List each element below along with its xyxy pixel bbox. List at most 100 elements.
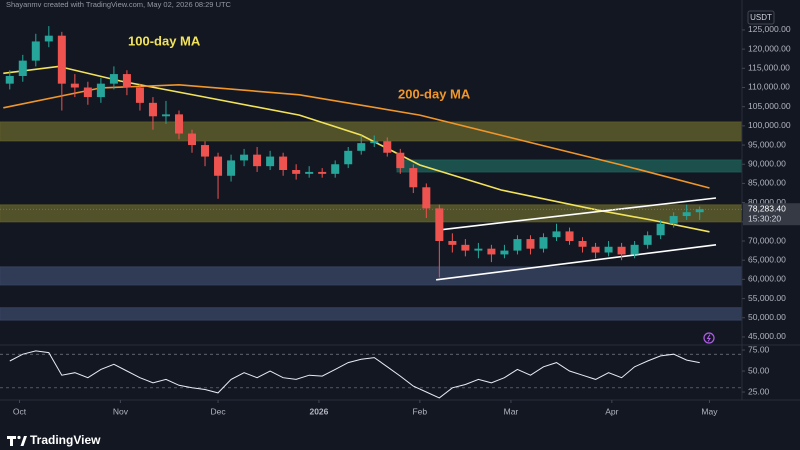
y-tick-label: 60,000.00 <box>748 274 786 284</box>
candle-body <box>448 241 457 245</box>
candle-body <box>344 150 353 165</box>
candle-body <box>539 237 548 249</box>
header: Shayanmv created with TradingView.com, M… <box>6 0 232 9</box>
x-tick-label: Feb <box>412 406 427 416</box>
y-tick-label: 55,000.00 <box>748 293 786 303</box>
countdown-label: 15:30:20 <box>748 213 781 223</box>
candle-body <box>513 239 522 251</box>
candle-body <box>292 170 301 174</box>
candle-body <box>396 152 405 169</box>
y-tick-label: 85,000.00 <box>748 178 786 188</box>
y-tick-label: 75.00 <box>748 344 770 354</box>
candle-body <box>5 75 14 84</box>
candle-body <box>578 241 587 247</box>
y-tick-label: 50.00 <box>748 365 770 375</box>
y-tick-label: 120,000.00 <box>748 43 791 53</box>
y-tick-label: 90,000.00 <box>748 158 786 168</box>
y-tick-label: 95,000.00 <box>748 139 786 149</box>
logo-dot <box>17 435 21 440</box>
ma-label: 200-day MA <box>398 86 471 101</box>
y-tick-label: 80,000.00 <box>748 197 786 207</box>
candle-body <box>135 87 144 103</box>
x-tick-label: Nov <box>113 406 129 416</box>
trendline <box>436 244 717 281</box>
zones <box>0 121 743 321</box>
x-tick-label: May <box>701 406 718 416</box>
candle-body <box>643 235 652 245</box>
rsi-line <box>9 350 700 399</box>
candle-body <box>461 244 470 251</box>
candle-body <box>656 223 665 236</box>
candle-body <box>695 209 704 213</box>
y-tick-label: 100,000.00 <box>748 120 791 130</box>
y-tick-label: 125,000.00 <box>748 24 791 34</box>
axes: 45,000.00 50,000.00 55,000.00 60,000.00 65,0… <box>0 0 800 416</box>
candle-body <box>148 102 157 117</box>
candle-body <box>331 164 340 174</box>
y-tick-label: 105,000.00 <box>748 101 791 111</box>
candle-body <box>161 114 170 117</box>
candle-body <box>435 208 444 242</box>
candle-body <box>214 156 223 176</box>
alert-icon-bolt <box>706 334 711 342</box>
candle-body <box>70 83 79 88</box>
candle-body <box>617 246 626 255</box>
candle-body <box>44 35 53 42</box>
candle-body <box>18 60 27 76</box>
candle-body <box>591 246 600 253</box>
candle-body <box>487 248 496 255</box>
zone <box>0 121 743 142</box>
candle-body <box>682 212 691 217</box>
last-price-box <box>743 203 800 226</box>
y-tick-label: 110,000.00 <box>748 82 790 92</box>
zone <box>396 159 743 173</box>
logo-t <box>7 436 16 446</box>
x-tick-label: Apr <box>605 406 618 416</box>
candle-body <box>253 154 262 167</box>
candle-body <box>240 154 249 161</box>
candle-body <box>669 216 678 224</box>
y-tick-label: 25.00 <box>748 386 770 396</box>
currency: USDT <box>750 13 772 22</box>
y-tick-label: 50,000.00 <box>748 312 786 322</box>
candle-body <box>57 35 66 84</box>
x-tick-label: Dec <box>210 406 226 416</box>
logo-v <box>20 436 27 446</box>
ma-label: 100-day MA <box>128 33 201 48</box>
candle-body <box>188 133 197 146</box>
trendline <box>439 197 717 231</box>
candle-body <box>565 231 574 242</box>
alert-icon[interactable] <box>703 332 715 344</box>
candle-body <box>318 171 327 174</box>
candle-body <box>500 250 509 255</box>
candle-body <box>201 145 210 157</box>
candle-body <box>31 41 40 61</box>
x-tick-label: 2026 <box>309 406 328 416</box>
y-tick-label: 65,000.00 <box>748 254 786 264</box>
candles <box>5 26 704 278</box>
candle-body <box>409 168 418 188</box>
candle-body <box>122 74 131 88</box>
candle-body <box>604 246 613 253</box>
candle-body <box>526 239 535 249</box>
candle-body <box>474 248 483 251</box>
candle-body <box>266 156 275 167</box>
candle-body <box>83 87 92 98</box>
candle-body <box>305 171 314 174</box>
x-tick-label: Oct <box>13 406 27 416</box>
brand-logo <box>7 435 27 446</box>
last-price-label: 78,283.40 <box>748 203 786 213</box>
candle-body <box>279 156 288 171</box>
y-tick-label: 115,000.00 <box>748 63 790 73</box>
candle-body <box>370 141 379 144</box>
y-tick-label: 45,000.00 <box>748 331 786 341</box>
x-tick-label: Mar <box>504 406 519 416</box>
zone <box>0 307 743 321</box>
candle-body <box>422 187 431 209</box>
candle-body <box>552 231 561 238</box>
brand: TradingView <box>30 433 101 447</box>
zone <box>0 266 743 286</box>
